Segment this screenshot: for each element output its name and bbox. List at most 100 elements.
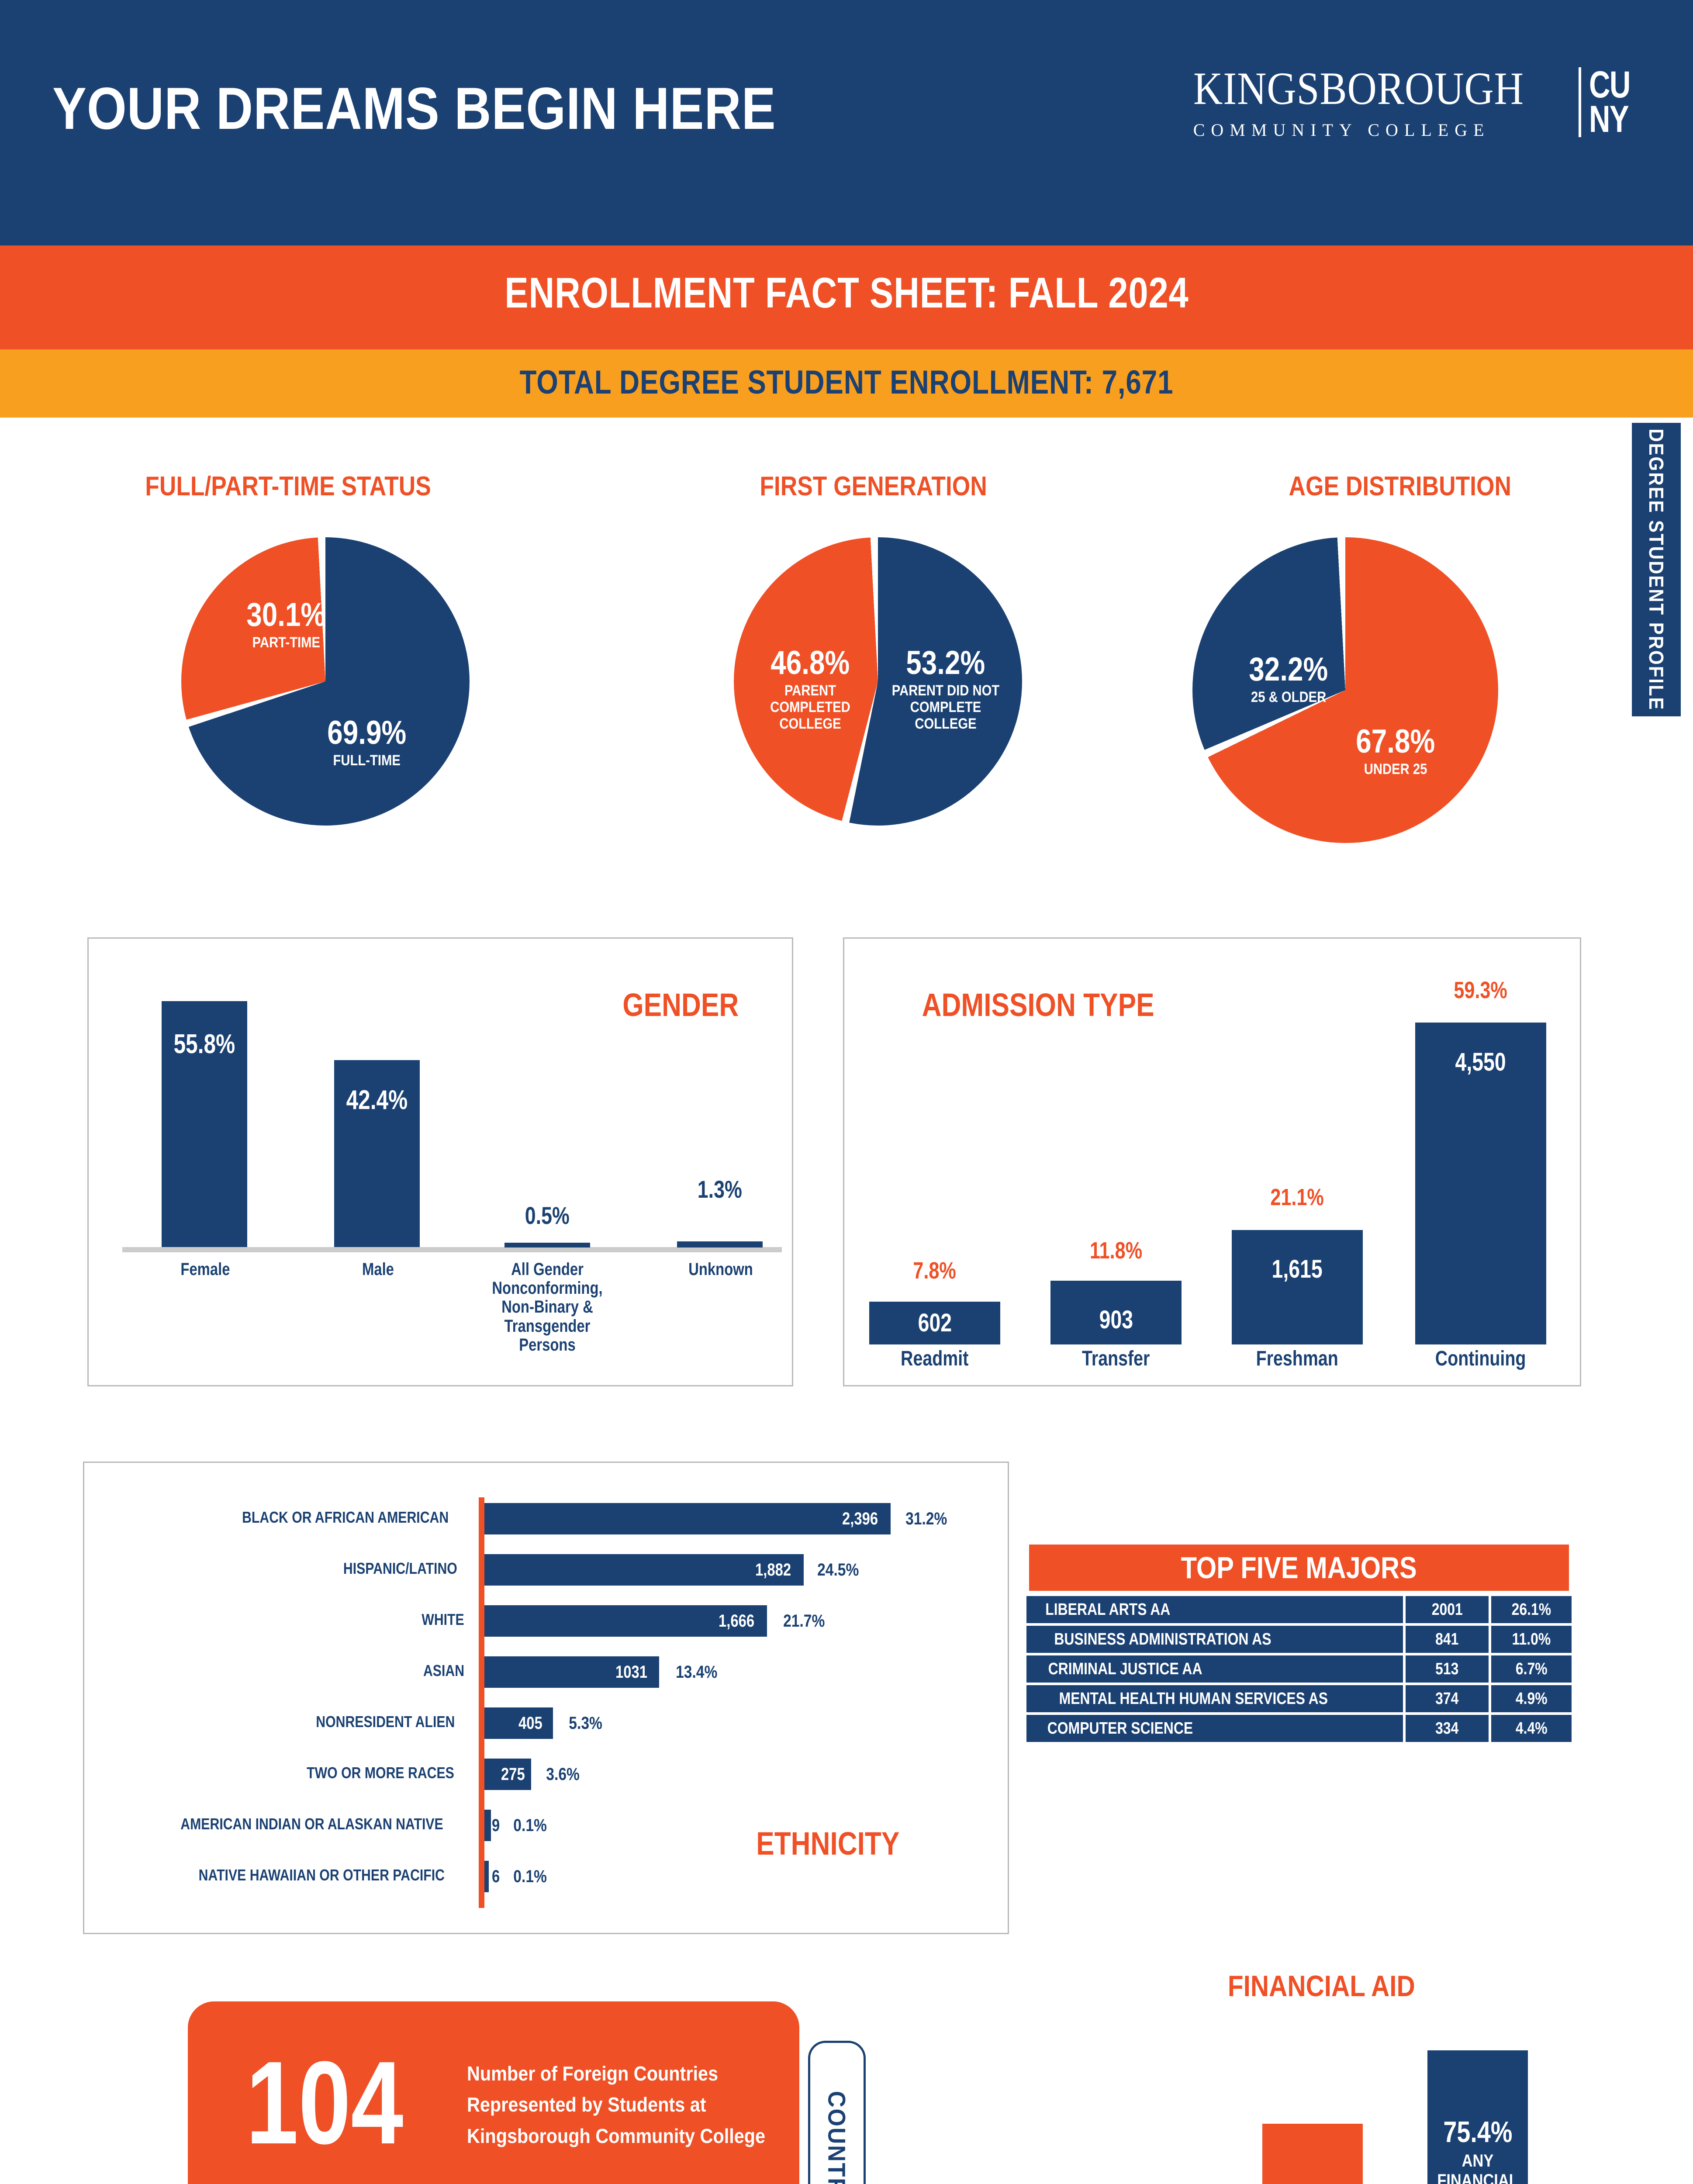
table-row: BUSINESS ADMINISTRATION AS 841 11.0% bbox=[1026, 1626, 1572, 1653]
ethnicity-bar-white bbox=[484, 1605, 767, 1637]
ethnicity-count-american-indian: 9 bbox=[491, 1816, 500, 1835]
total-enrollment-band: TOTAL DEGREE STUDENT ENROLLMENT: 7,671 bbox=[0, 349, 1693, 418]
admission-bar-count-transfer: 903 bbox=[1099, 1306, 1133, 1334]
major-count: 2001 bbox=[1406, 1596, 1489, 1623]
header-banner: YOUR DREAMS BEGIN HERE KINGSBOROUGH COMM… bbox=[0, 0, 1693, 245]
chart-title-admission-type: ADMISSION TYPE bbox=[922, 987, 1154, 1023]
admission-bar-freshman bbox=[1232, 1230, 1363, 1344]
ethnicity-percent-hispanic: 24.5% bbox=[817, 1560, 859, 1579]
ethnicity-label-nonresident: NONRESIDENT ALIEN bbox=[316, 1713, 455, 1731]
major-name: LIBERAL ARTS AA bbox=[1026, 1596, 1403, 1623]
ethnicity-count-native-hawaiian: 6 bbox=[491, 1867, 500, 1886]
chart-title-financial-aid: FINANCIAL AID bbox=[1227, 1970, 1415, 2003]
major-count: 374 bbox=[1406, 1685, 1489, 1712]
admission-bar-transfer bbox=[1050, 1281, 1182, 1344]
pie-slice-label-parent-completed: 46.8% PARENT COMPLETED COLLEGE bbox=[770, 644, 850, 733]
ethnicity-label-american-indian: AMERICAN INDIAN OR ALASKAN NATIVE bbox=[180, 1815, 443, 1833]
admission-bar-label-transfer: Transfer bbox=[1082, 1347, 1150, 1370]
pie-chart-age-distribution bbox=[1192, 537, 1498, 843]
chart-title-ethnicity: ETHNICITY bbox=[756, 1825, 900, 1862]
ethnicity-percent-two-or-more: 3.6% bbox=[546, 1765, 580, 1784]
ethnicity-percent-asian: 13.4% bbox=[676, 1662, 718, 1682]
ethnicity-bar-black bbox=[484, 1503, 891, 1534]
side-tab-country-of-birth: COUNTRY OF BIRTH bbox=[808, 2041, 866, 2184]
ethnicity-percent-white: 21.7% bbox=[783, 1611, 825, 1631]
total-enrollment-text: TOTAL DEGREE STUDENT ENROLLMENT: 7,671 bbox=[519, 364, 1174, 401]
admission-bar-label-continuing: Continuing bbox=[1435, 1347, 1526, 1370]
ethnicity-label-hispanic: HISPANIC/LATINO bbox=[343, 1559, 458, 1577]
admission-bar-label-freshman: Freshman bbox=[1256, 1347, 1339, 1370]
gender-bar-unknown bbox=[677, 1241, 763, 1248]
pie-slice-label-part-time: 30.1% PART-TIME bbox=[246, 596, 326, 651]
admission-bar-label-readmit: Readmit bbox=[901, 1347, 969, 1370]
admission-bar-count-readmit: 602 bbox=[918, 1309, 952, 1337]
top-five-majors-header: TOP FIVE MAJORS bbox=[1029, 1545, 1569, 1591]
major-count: 334 bbox=[1406, 1715, 1489, 1742]
gender-bar-label-female: Female bbox=[180, 1260, 230, 1279]
pie-chart-first-generation bbox=[734, 537, 1022, 826]
table-row: LIBERAL ARTS AA 2001 26.1% bbox=[1026, 1596, 1572, 1623]
ethnicity-percent-black: 31.2% bbox=[905, 1509, 947, 1528]
kingsborough-logo: KINGSBOROUGH COMMUNITY COLLEGE CU NY bbox=[1193, 66, 1641, 139]
major-name: MENTAL HEALTH HUMAN SERVICES AS bbox=[1026, 1685, 1403, 1712]
major-name: BUSINESS ADMINISTRATION AS bbox=[1026, 1626, 1403, 1653]
major-percent: 6.7% bbox=[1491, 1655, 1572, 1683]
ethnicity-count-two-or-more: 275 bbox=[501, 1765, 525, 1784]
ethnicity-count-white: 1,666 bbox=[718, 1611, 754, 1631]
ethnicity-count-nonresident: 405 bbox=[518, 1714, 542, 1733]
admission-bar-percent-continuing: 59.3% bbox=[1454, 977, 1508, 1003]
table-row: MENTAL HEALTH HUMAN SERVICES AS 374 4.9% bbox=[1026, 1685, 1572, 1712]
major-count: 513 bbox=[1406, 1655, 1489, 1683]
ethnicity-bar-asian bbox=[484, 1656, 659, 1688]
table-row: CRIMINAL JUSTICE AA 513 6.7% bbox=[1026, 1655, 1572, 1683]
ethnicity-percent-native-hawaiian: 0.1% bbox=[513, 1867, 547, 1886]
financial-aid-label-any-financial-aid: 75.4% ANY FINANCIAL AID bbox=[1437, 2115, 1518, 2184]
gender-bar-label-unknown: Unknown bbox=[688, 1260, 753, 1279]
admission-bar-percent-freshman: 21.1% bbox=[1270, 1184, 1324, 1210]
gender-bar-female bbox=[162, 1001, 247, 1247]
ethnicity-bar-hispanic bbox=[484, 1554, 804, 1586]
ethnicity-bar-nonresident bbox=[484, 1707, 553, 1739]
admission-bar-count-freshman: 1,615 bbox=[1271, 1255, 1323, 1283]
pie-chart-fulltime-status bbox=[181, 537, 470, 826]
pie-slice-label-parent-not-completed: 53.2% PARENT DID NOT COMPLETE COLLEGE bbox=[891, 644, 1000, 733]
ethnicity-percent-american-indian: 0.1% bbox=[513, 1816, 547, 1835]
gender-bar-value-unknown: 1.3% bbox=[697, 1175, 743, 1203]
financial-aid-bar-any-financial-aid bbox=[1427, 2050, 1528, 2184]
admission-bar-readmit bbox=[869, 1302, 1000, 1344]
gender-bar-label-male: Male bbox=[362, 1260, 394, 1279]
major-percent: 11.0% bbox=[1491, 1626, 1572, 1653]
ethnicity-axis-line bbox=[479, 1497, 484, 1908]
gender-bar-value-nonconforming: 0.5% bbox=[525, 1202, 570, 1229]
side-tab-degree-student-profile: DEGREE STUDENT PROFILE bbox=[1632, 423, 1681, 716]
foreign-country-count: 104 bbox=[246, 2037, 404, 2169]
pie-title-fulltime-status: FULL/PART-TIME STATUS bbox=[145, 471, 432, 501]
ethnicity-label-white: WHITE bbox=[422, 1610, 464, 1628]
ethnicity-bar-native-hawaiian bbox=[484, 1861, 489, 1892]
admission-bar-count-continuing: 4,550 bbox=[1455, 1048, 1506, 1076]
pie-slice-label-under-25: 67.8% UNDER 25 bbox=[1356, 723, 1435, 778]
admission-bar-continuing bbox=[1415, 1023, 1546, 1344]
table-row: COMPUTER SCIENCE 334 4.4% bbox=[1026, 1715, 1572, 1742]
major-percent: 4.4% bbox=[1491, 1715, 1572, 1742]
gender-bar-nonconforming bbox=[504, 1243, 590, 1248]
ethnicity-label-asian: ASIAN bbox=[423, 1662, 465, 1679]
ethnicity-label-black: BLACK OR AFRICAN AMERICAN bbox=[242, 1508, 449, 1526]
pie-slice-label-full-time: 69.9% FULL-TIME bbox=[327, 714, 407, 769]
gender-bar-male bbox=[334, 1060, 420, 1247]
fact-sheet-title: ENROLLMENT FACT SHEET: FALL 2024 bbox=[504, 269, 1189, 317]
cuny-logo: CU NY bbox=[1589, 66, 1641, 139]
gender-bar-value-male: 42.4% bbox=[346, 1085, 408, 1115]
ethnicity-count-black: 2,396 bbox=[842, 1509, 878, 1528]
gender-bar-value-female: 55.8% bbox=[173, 1029, 235, 1059]
logo-college-sub: COMMUNITY COLLEGE bbox=[1193, 120, 1490, 140]
ethnicity-bar-american-indian bbox=[484, 1810, 491, 1841]
gender-axis-line bbox=[122, 1247, 782, 1252]
page-title: YOUR DREAMS BEGIN HERE bbox=[52, 75, 776, 142]
foreign-country-description: Number of Foreign Countries Represented … bbox=[467, 2062, 766, 2147]
ethnicity-count-hispanic: 1,882 bbox=[755, 1560, 791, 1579]
fact-sheet-band: ENROLLMENT FACT SHEET: FALL 2024 bbox=[0, 245, 1693, 349]
ethnicity-label-two-or-more: TWO OR MORE RACES bbox=[307, 1764, 454, 1782]
pie-title-first-generation: FIRST GENERATION bbox=[760, 471, 988, 501]
cuny-cu: CU bbox=[1589, 63, 1631, 106]
